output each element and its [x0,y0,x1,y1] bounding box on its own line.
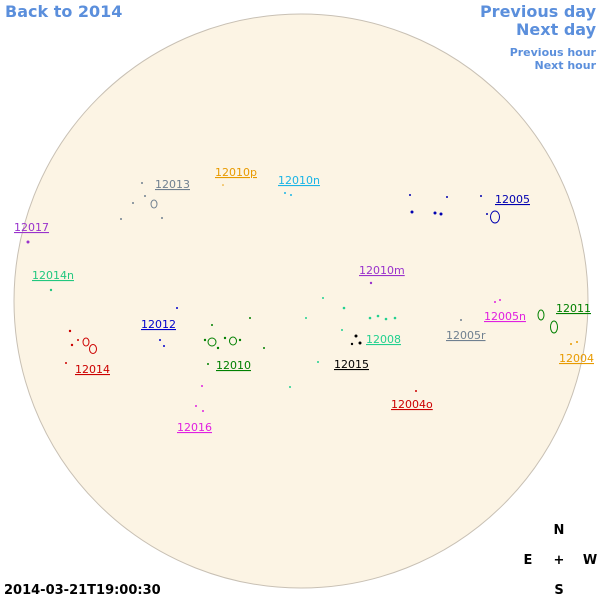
region-label[interactable]: 12010n [278,174,320,187]
previous-hour-link[interactable]: Previous hour [510,46,597,59]
region-label[interactable]: 12012 [141,318,176,331]
region-label[interactable]: 12010m [359,264,405,277]
region-label[interactable]: 12017 [14,221,49,234]
region-label[interactable]: 12013 [155,178,190,191]
region-label[interactable]: 12005r [446,329,486,342]
previous-day-link[interactable]: Previous day [480,2,597,21]
region-label[interactable]: 12015 [334,358,369,371]
compass-s: S [554,583,563,598]
next-hour-link[interactable]: Next hour [535,59,597,72]
region-label[interactable]: 12010p [215,166,257,179]
region-label[interactable]: 12004o [391,398,433,411]
region-label[interactable]: 12014n [32,269,74,282]
compass-n: N [554,523,565,538]
compass-e: E [524,553,533,568]
region-label[interactable]: 12016 [177,421,212,434]
region-label[interactable]: 12010 [216,359,251,372]
region-label[interactable]: 12011 [556,302,591,315]
solar-disk [13,13,589,589]
compass-center: + [554,553,565,568]
region-label[interactable]: 12014 [75,363,110,376]
region-label[interactable]: 12005 [495,193,530,206]
timestamp: 2014-03-21T19:00:30 [4,583,161,598]
back-link[interactable]: Back to 2014 [5,2,122,21]
next-day-link[interactable]: Next day [516,20,597,39]
compass-w: W [583,553,597,568]
spots [26,182,578,412]
region-label[interactable]: 12004 [559,352,594,365]
region-label[interactable]: 12005n [484,310,526,323]
region-label[interactable]: 12008 [366,333,401,346]
